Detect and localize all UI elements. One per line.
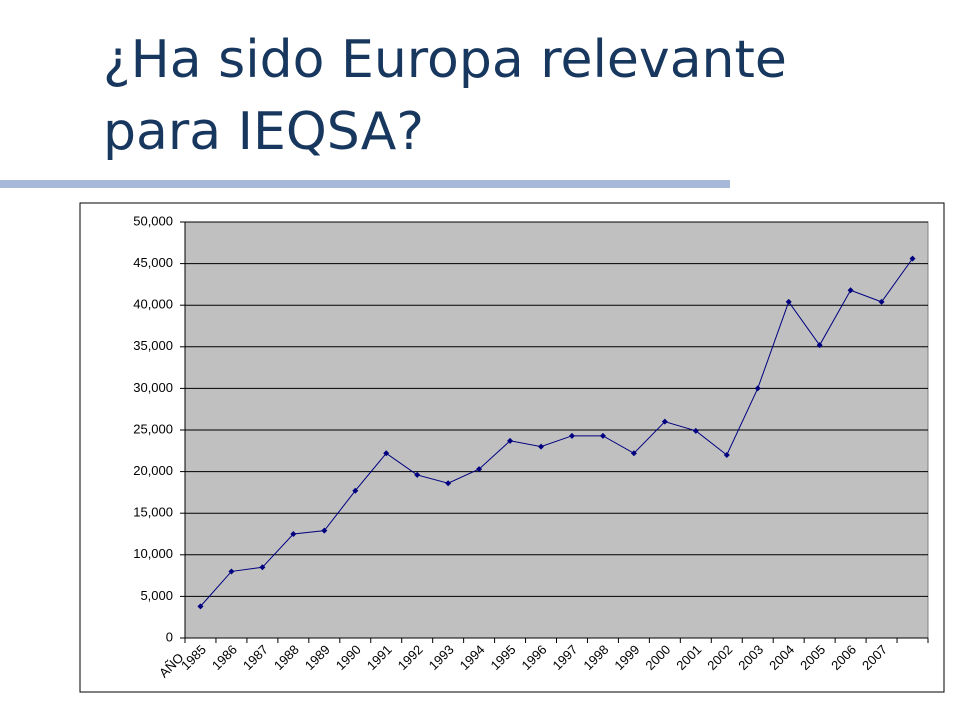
- data-point: [476, 466, 483, 473]
- y-tick-label: 30,000: [133, 380, 173, 395]
- data-point: [352, 487, 359, 494]
- data-point: [414, 471, 421, 478]
- y-tick-label: 50,000: [133, 213, 173, 228]
- y-tick-label: 20,000: [133, 463, 173, 478]
- data-point: [568, 432, 575, 439]
- data-point: [847, 287, 854, 294]
- y-tick-label: 0: [166, 629, 173, 644]
- data-point: [785, 298, 792, 305]
- data-point: [754, 385, 761, 392]
- data-point: [630, 450, 637, 457]
- data-point: [228, 568, 235, 575]
- data-line: [200, 258, 913, 607]
- data-point: [290, 531, 297, 537]
- data-point: [723, 451, 730, 458]
- y-tick-label: 15,000: [133, 505, 173, 520]
- y-tick-label: 5,000: [140, 588, 173, 603]
- y-tick-label: 25,000: [133, 421, 173, 436]
- data-point: [259, 564, 266, 571]
- data-point: [816, 342, 823, 349]
- data-point: [538, 443, 545, 450]
- slide-title: ¿Ha sido Europa relevante para IEQSA?: [103, 30, 787, 162]
- y-tick-label: 40,000: [133, 297, 173, 312]
- data-point: [661, 418, 668, 425]
- title-underline: [0, 180, 730, 188]
- y-tick-label: 45,000: [133, 255, 173, 270]
- data-point: [909, 255, 916, 262]
- data-point: [507, 437, 514, 444]
- data-point: [445, 480, 452, 487]
- data-point: [878, 298, 885, 305]
- y-tick-label: 10,000: [133, 546, 173, 561]
- data-point: [599, 432, 606, 439]
- data-point: [197, 603, 204, 610]
- data-point: [321, 527, 328, 534]
- data-point: [383, 450, 390, 457]
- data-point: [692, 427, 699, 434]
- y-tick-label: 35,000: [133, 338, 173, 353]
